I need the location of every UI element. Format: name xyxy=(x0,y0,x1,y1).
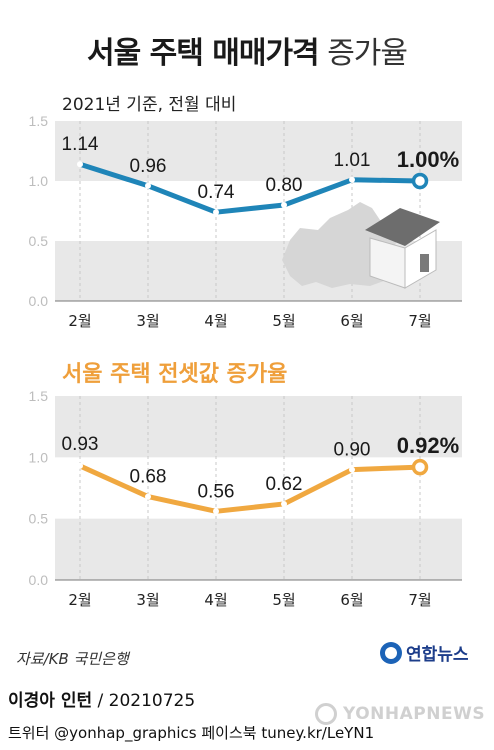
chart2-title: 서울 주택 전셋값 증가율 xyxy=(62,362,288,387)
series-line xyxy=(77,463,423,514)
source-note: 자료/KB 국민은행 xyxy=(16,650,129,668)
y-tick-label: 1.0 xyxy=(29,449,49,465)
data-label: 1.14 xyxy=(62,134,99,155)
chart-sales-price: 0.0 0.5 1.0 1.5 2월 3월 4월 5월 6월 7월 1.14 0.96 0.74 0.80… xyxy=(29,113,462,330)
data-point xyxy=(213,209,219,216)
data-point xyxy=(281,202,287,208)
grid-band xyxy=(55,121,462,181)
date: / 20210725 xyxy=(92,691,196,711)
x-tick-label: 6월 xyxy=(340,312,363,330)
y-tick-label: 0.5 xyxy=(29,511,49,527)
y-tick-label: 1.0 xyxy=(29,173,49,189)
data-label: 0.68 xyxy=(130,467,167,488)
x-tick-label: 3월 xyxy=(136,312,159,330)
x-tick-label: 4월 xyxy=(204,312,227,330)
x-tick-label: 5월 xyxy=(272,312,295,330)
grid-band xyxy=(55,518,462,580)
watermark: YONHAPNEWS xyxy=(315,703,485,725)
house-icon xyxy=(365,208,440,289)
yonhap-logo: 연합뉴스 xyxy=(380,640,469,665)
y-tick-label: 0.0 xyxy=(29,572,49,588)
data-label: 0.56 xyxy=(198,481,235,502)
data-label: 0.93 xyxy=(62,434,99,455)
data-point xyxy=(77,462,83,469)
data-point xyxy=(349,176,355,183)
data-label: 0.96 xyxy=(130,156,167,177)
data-label: 1.01 xyxy=(334,150,371,171)
x-tick-label: 7월 xyxy=(408,591,431,609)
y-tick-label: 0.5 xyxy=(29,233,49,249)
y-tick-label: 1.5 xyxy=(29,113,49,129)
series-line xyxy=(77,161,423,215)
x-tick-label: 7월 xyxy=(408,312,431,330)
data-label: 0.80 xyxy=(266,175,303,196)
chart1-subtitle: 2021년 기준, 전월 대비 xyxy=(62,95,237,115)
x-tick-label: 6월 xyxy=(340,591,363,609)
watermark-icon xyxy=(315,703,337,725)
house-door xyxy=(420,254,429,272)
data-point xyxy=(145,182,151,189)
x-tick-label: 2월 xyxy=(68,312,91,330)
yonhap-logo-icon xyxy=(380,641,402,664)
data-label: 0.62 xyxy=(266,474,303,495)
footer-social: 트위터 @yonhap_graphics 페이스북 tuney.kr/LeYN1 xyxy=(8,724,375,742)
page-title: 서울 주택 매매가격 증가율 xyxy=(86,36,408,71)
data-label: 0.90 xyxy=(334,440,371,461)
x-tick-label: 2월 xyxy=(68,591,91,609)
data-point xyxy=(349,466,355,473)
house-roof xyxy=(365,208,440,246)
watermark-text: YONHAPNEWS xyxy=(343,704,486,724)
chart-jeonse-price: 0.0 0.5 1.0 1.5 2월 3월 4월 5월 6월 7월 0.93 0.68 0.56 0.62… xyxy=(29,388,462,609)
data-point xyxy=(213,508,219,515)
x-tick-label: 5월 xyxy=(272,591,295,609)
footer-credit: 이경아 인턴 / 20210725 xyxy=(8,686,195,711)
y-tick-label: 0.0 xyxy=(29,293,49,309)
data-label: 0.74 xyxy=(198,182,235,203)
data-point xyxy=(281,500,287,507)
y-tick-label: 1.5 xyxy=(29,388,49,404)
x-tick-label: 4월 xyxy=(204,591,227,609)
data-label: 0.92% xyxy=(397,433,459,458)
data-label: 1.00% xyxy=(397,147,459,172)
data-point-end xyxy=(411,458,429,476)
data-point xyxy=(145,493,151,500)
grid-band xyxy=(55,396,462,458)
author: 이경아 인턴 xyxy=(8,691,93,711)
x-tick-label: 3월 xyxy=(136,591,159,609)
infographic-card: 서울 주택 매매가격 증가율 2021년 기준, 전월 대비 0.0 0.5 1.0… xyxy=(16,36,469,668)
data-point-end xyxy=(411,172,429,190)
data-point xyxy=(77,161,83,168)
logo-text: 연합뉴스 xyxy=(406,645,469,665)
